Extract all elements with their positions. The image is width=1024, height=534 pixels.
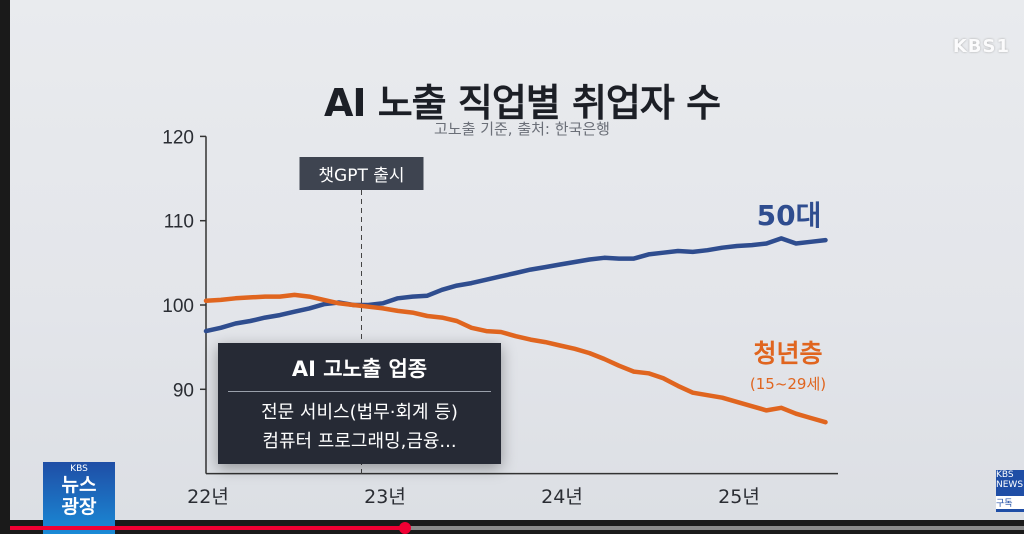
x-tick-label: 25년	[718, 486, 760, 508]
progress-scrubber-handle[interactable]	[399, 522, 412, 534]
chatgpt-release-label-box	[299, 157, 424, 190]
video-progress-bar[interactable]	[10, 522, 1024, 534]
series-label-50s: 50대	[757, 199, 822, 232]
subscribe-network: KBS NEWS	[996, 470, 1024, 490]
badge-network: KBS	[70, 464, 88, 474]
subscribe-badge[interactable]: KBS NEWS 구독	[996, 470, 1024, 512]
x-tick-label: 22년	[187, 486, 229, 508]
y-tick-label: 90	[173, 380, 194, 401]
series-sublabel-youth: (15~29세)	[750, 375, 826, 393]
chart-title: AI 노출 직업별 취업자 수	[323, 81, 721, 125]
callout-divider	[228, 391, 491, 392]
kbs-channel-logo: KBS1	[952, 36, 1010, 57]
callout-box: AI 고노출 업종 전문 서비스(법무·회계 등) 컴퓨터 프로그래밍,금융..…	[218, 343, 501, 464]
callout-heading: AI 고노출 업종	[291, 357, 428, 381]
series-label-youth: 청년층	[753, 339, 822, 368]
y-tick-label: 110	[164, 212, 194, 233]
series-line-50s	[203, 236, 828, 334]
y-tick-label: 100	[162, 296, 194, 317]
subscribe-label: 구독	[996, 496, 1024, 509]
chart-subtitle: 고노출 기준, 출처: 한국은행	[434, 120, 610, 138]
y-tick-label: 120	[162, 127, 194, 148]
callout-line: 전문 서비스(법무·회계 등)	[261, 402, 458, 423]
progress-played	[10, 526, 406, 530]
program-badge: KBS 뉴스 광장	[43, 462, 115, 534]
x-tick-label: 24년	[541, 486, 583, 508]
callout-line: 컴퓨터 프로그래밍,금융...	[262, 431, 457, 452]
video-frame: AI 노출 직업별 취업자 수 고노출 기준, 출처: 한국은행	[10, 0, 1024, 520]
badge-line1: 뉴스	[61, 474, 97, 496]
x-tick-label: 23년	[364, 486, 406, 508]
badge-line2: 광장	[61, 496, 97, 518]
chatgpt-release-label: 챗GPT 출시	[318, 166, 404, 186]
